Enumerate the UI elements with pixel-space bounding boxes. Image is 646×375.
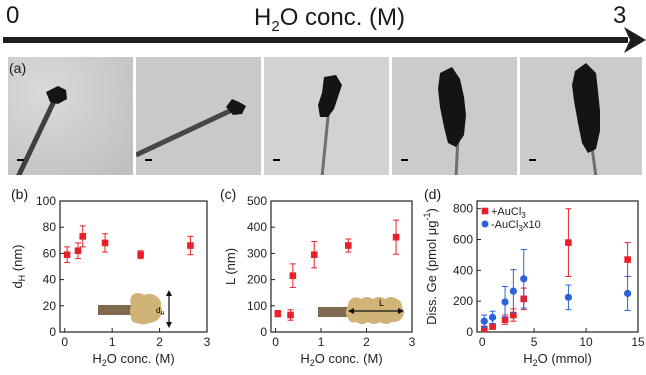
y-tick-label: 0	[49, 325, 56, 339]
y-tick-label: 200	[453, 294, 473, 308]
x-tick-label: 2	[363, 335, 370, 349]
data-point	[74, 247, 82, 255]
data-point	[101, 239, 109, 247]
y-tick-label: 600	[453, 233, 473, 247]
header-title-sub: 2	[271, 17, 280, 35]
chart-d-xlabel: H2O (mmol)	[523, 351, 592, 368]
x-tick-label: 2	[156, 335, 163, 349]
y-tick-label: 800	[453, 202, 473, 216]
y-tick-label: 500	[247, 194, 267, 208]
chart-c-ylabel: L (nm)	[223, 248, 238, 285]
y-tick-label: 20	[43, 299, 57, 313]
tem-image-4	[392, 57, 517, 175]
data-point	[345, 242, 352, 249]
y-tick-label: 0	[260, 325, 267, 339]
data-point	[565, 239, 572, 246]
legend-marker	[481, 207, 489, 215]
data-point	[480, 325, 488, 333]
legend-label: -AuCl3x10	[491, 219, 541, 233]
data-point	[489, 323, 496, 330]
data-point	[501, 316, 509, 323]
y-tick-label: 80	[43, 220, 57, 234]
chart-b: 0 1 2 3 0 20 40 60 80 100 H2O conc. (M) dH (nm) dH	[10, 194, 211, 368]
y-tick-label: 400	[247, 220, 267, 234]
chart-b-inset: dH	[98, 290, 172, 328]
chart-d-frame	[476, 200, 639, 333]
x-tick-label: 0	[479, 335, 486, 349]
chart-d-ylabel: Diss. Ge (pmol μg-1)	[422, 208, 439, 325]
chart-d: 0 5 10 15 0 200 400 600 800 H2O (mmol) Diss. Ge (p…	[422, 200, 645, 368]
data-point	[79, 233, 87, 240]
x-tick-label: 1	[318, 335, 325, 349]
header-right-value: 3	[613, 2, 627, 29]
concentration-arrow	[3, 27, 646, 53]
y-tick-label: 100	[36, 194, 56, 208]
tem-image-3	[264, 57, 389, 175]
data-point	[564, 293, 573, 301]
data-point	[310, 251, 318, 259]
panel-b-label: (b)	[11, 186, 29, 202]
chart-c-inset-label: L	[379, 298, 384, 308]
x-tick-label: 1	[109, 335, 116, 349]
chart-d-plot: 0 5 10 15 0 200 400 600 800 H2O (mmol) Diss. Ge (p…	[422, 200, 645, 368]
x-tick-label: 0	[61, 335, 68, 349]
panel-c-label: (c)	[220, 186, 237, 202]
x-tick-label: 3	[204, 335, 211, 349]
y-tick-label: 60	[43, 246, 57, 260]
header: 0 3 H2O conc. (M)	[0, 0, 646, 56]
tem-image-1	[8, 57, 133, 175]
legend-marker	[481, 220, 489, 228]
data-point	[63, 251, 71, 259]
x-tick-label: 15	[631, 335, 645, 349]
data-point	[624, 289, 632, 298]
data-point	[137, 251, 144, 259]
y-tick-label: 400	[453, 263, 473, 277]
header-left-value: 0	[6, 2, 20, 29]
legend-label: +AuCl3	[491, 206, 526, 220]
data-point	[501, 298, 509, 306]
data-point	[488, 313, 497, 321]
data-point	[509, 287, 517, 295]
data-point	[510, 311, 517, 319]
data-point	[392, 233, 400, 241]
tem-image-5	[520, 57, 642, 175]
x-tick-label: 3	[409, 335, 416, 349]
data-point	[287, 311, 294, 319]
chart-b-plot: 0 1 2 3 0 20 40 60 80 100 H2O conc. (M) dH (nm)	[10, 194, 211, 368]
chart-c-xlabel: H2O conc. (M)	[300, 351, 382, 368]
data-point	[289, 272, 297, 279]
data-point	[624, 256, 631, 263]
header-title: H2O conc. (M)	[254, 4, 405, 35]
y-tick-label: 0	[466, 325, 473, 339]
tem-image-2	[136, 57, 261, 175]
chart-c-inset: L	[318, 297, 404, 324]
data-point	[480, 317, 488, 325]
y-tick-label: 40	[43, 273, 57, 287]
data-point	[520, 275, 528, 283]
data-point	[274, 310, 282, 317]
chart-c-plot: 0 1 2 3 0 100 200 300 400 500 H2O conc. (M) L (nm)	[223, 194, 416, 368]
header-title-rest: O conc. (M)	[279, 4, 406, 31]
y-tick-label: 100	[247, 299, 267, 313]
chart-b-ylabel: dH (nm)	[10, 244, 27, 288]
panel-a-label: (a)	[9, 60, 27, 76]
header-title-main: H	[254, 4, 272, 31]
x-tick-label: 10	[579, 335, 593, 349]
chart-c-frame	[270, 200, 413, 333]
y-tick-label: 200	[247, 273, 267, 287]
chart-b-xlabel: H2O conc. (M)	[92, 351, 174, 368]
x-tick-label: 0	[272, 335, 279, 349]
chart-b-frame	[59, 200, 208, 333]
data-point	[187, 242, 194, 249]
panel-d-label: (d)	[424, 186, 442, 202]
chart-b-inset-label: dH	[156, 306, 164, 317]
x-tick-label: 5	[531, 335, 538, 349]
y-tick-label: 300	[247, 246, 267, 260]
